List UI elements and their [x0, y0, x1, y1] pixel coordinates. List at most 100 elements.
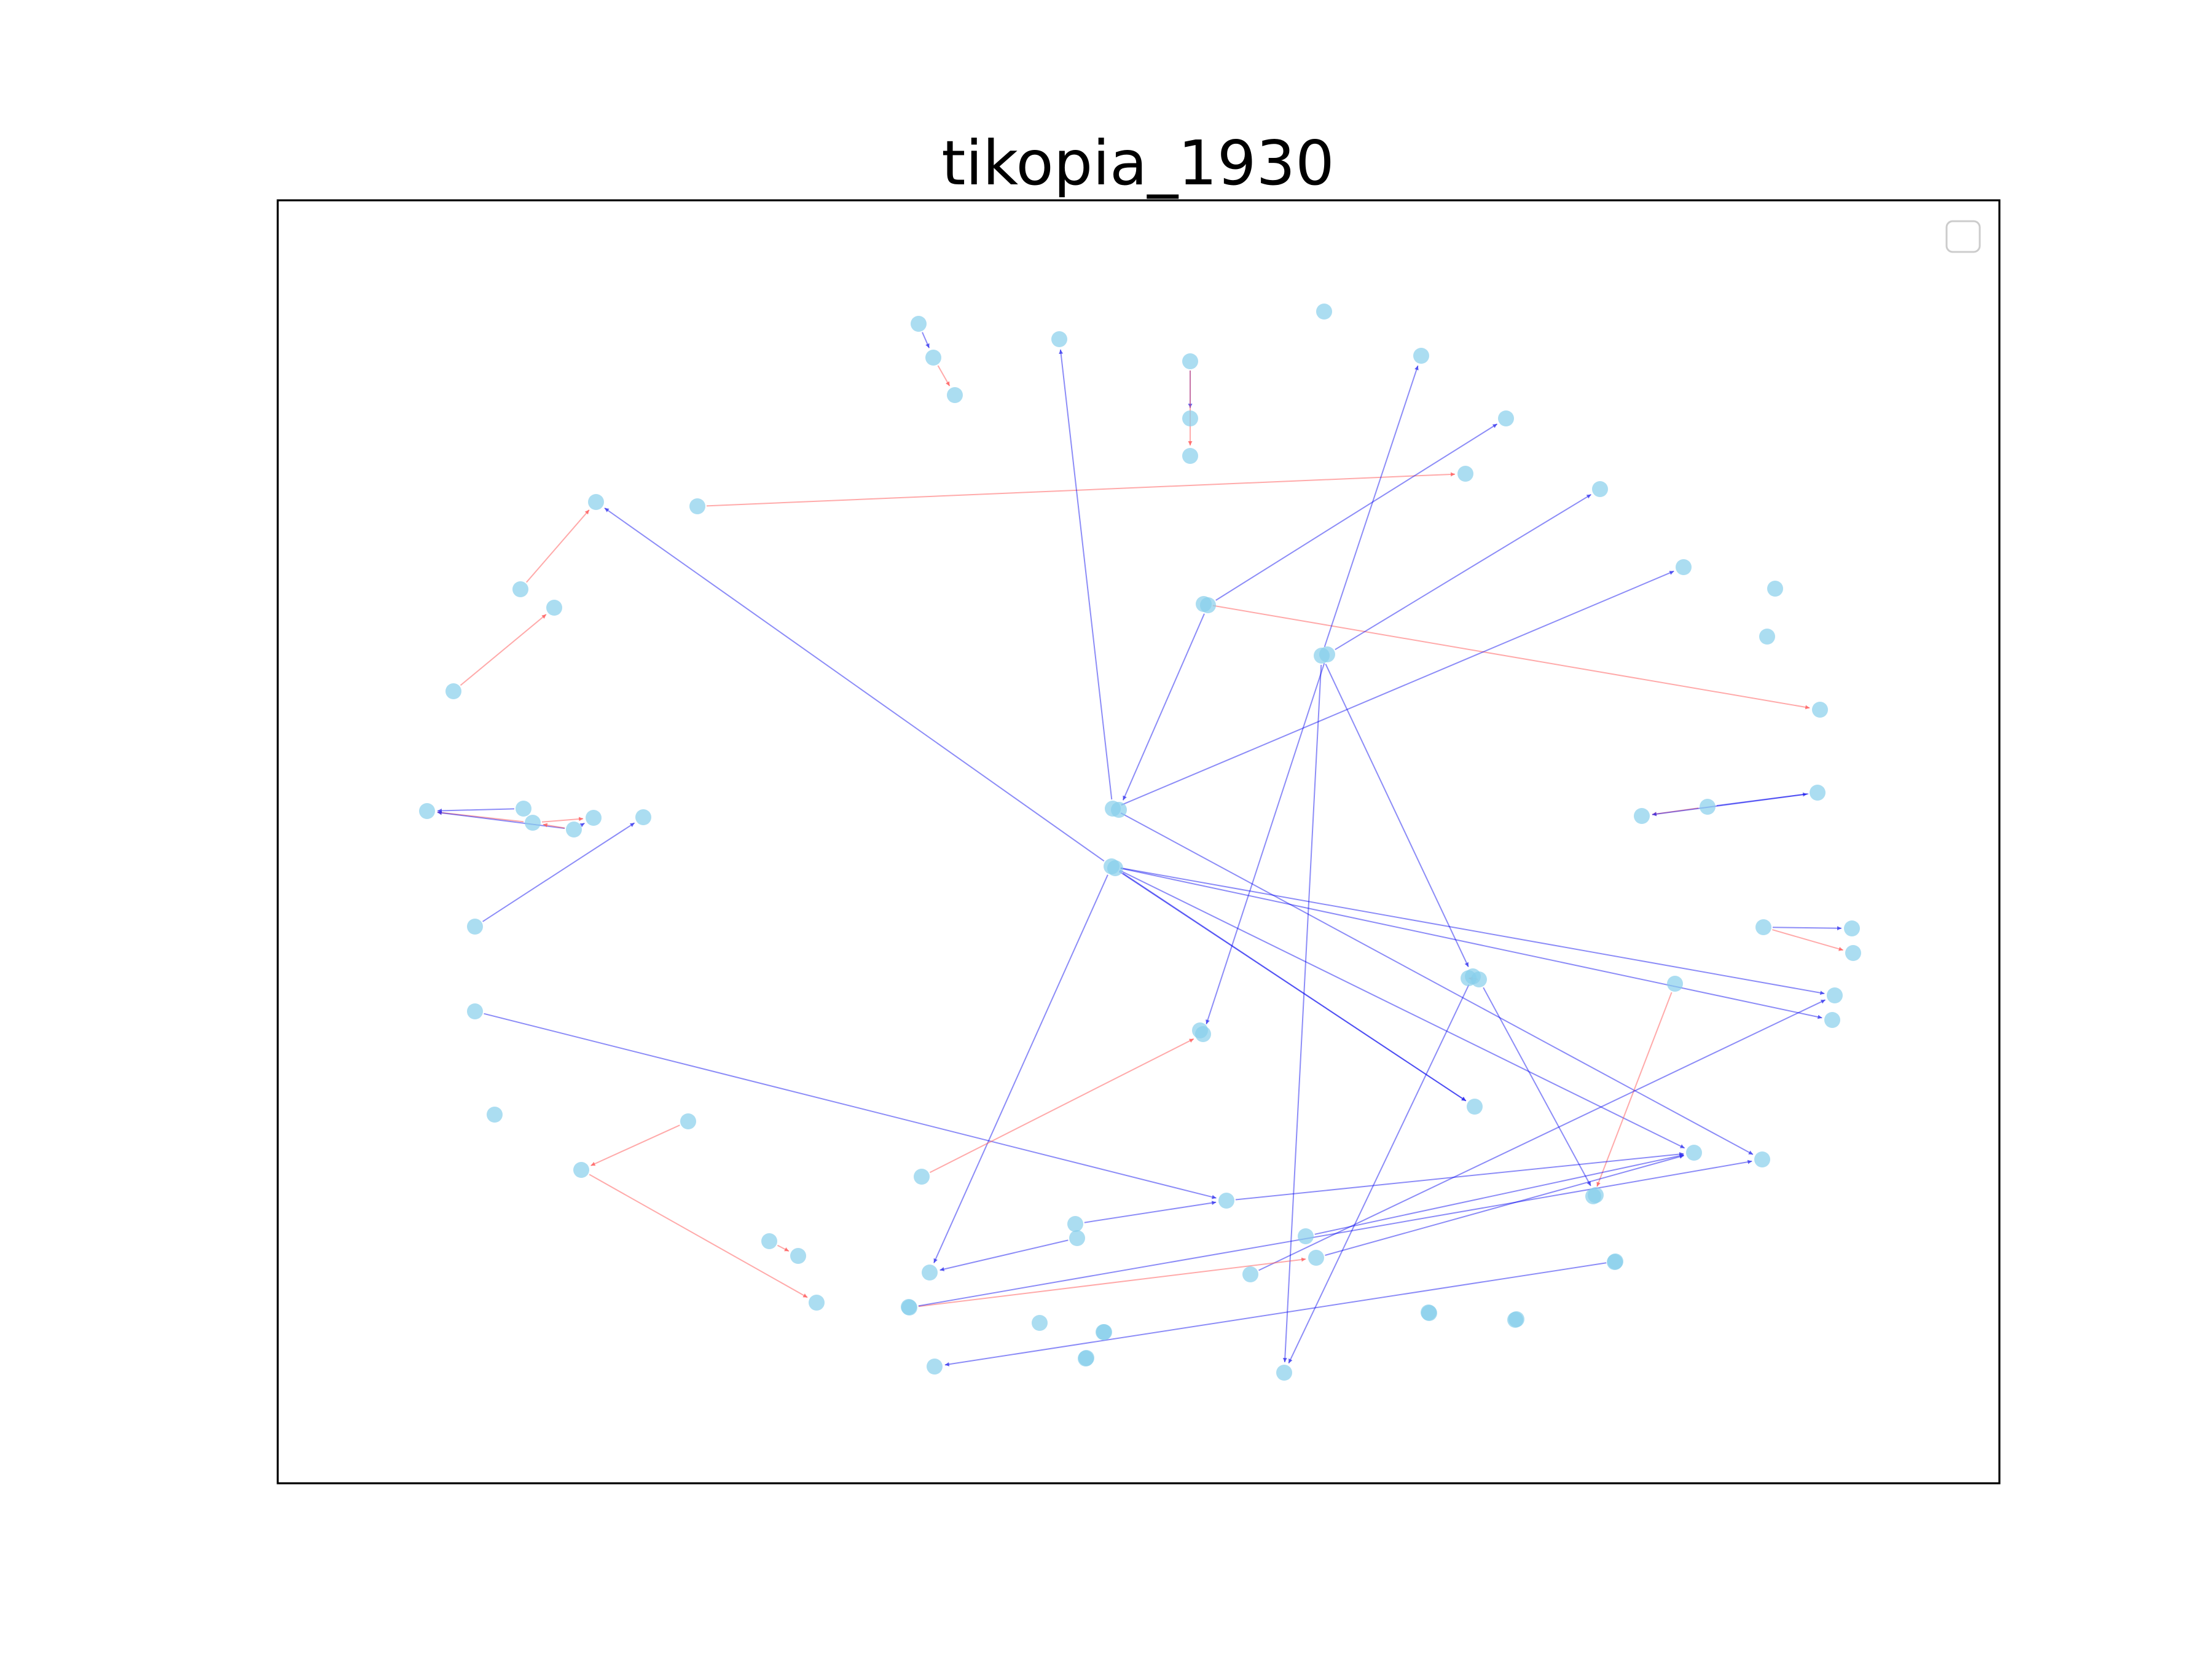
edge-n42-n44: [1716, 792, 1808, 807]
edges-layer: [437, 332, 1843, 1367]
edge-n17-n16: [460, 614, 547, 686]
edge-n37-n71: [1288, 984, 1470, 1364]
node-n69: [1308, 1250, 1324, 1266]
node-n15: [512, 581, 528, 597]
node-n25: [1676, 559, 1692, 575]
chart-title: tikopia_1930: [941, 127, 1335, 199]
legend-box: [1945, 220, 1981, 253]
node-n22: [586, 810, 602, 826]
edge-n35-n40: [1118, 871, 1467, 1102]
node-n85: [1507, 1312, 1523, 1328]
node-n30: [1200, 597, 1216, 613]
edge-n19-n18: [437, 808, 515, 813]
edge-n33-n04: [1059, 349, 1113, 800]
edge-n35-n49: [1120, 867, 1825, 995]
node-n83: [1607, 1254, 1623, 1270]
node-n03: [947, 387, 963, 403]
edge-n21-n18: [437, 810, 565, 830]
edge-n29-n28: [1212, 605, 1810, 710]
edge-n33-n25: [1121, 570, 1674, 806]
node-n60: [1067, 1216, 1083, 1232]
edge-n63-n64: [777, 1244, 790, 1252]
edge-n57-n52: [929, 1038, 1194, 1174]
edge-n61-n62: [939, 1239, 1069, 1271]
edge-n33-n67: [1120, 812, 1754, 1155]
node-n14: [689, 498, 705, 514]
node-n46: [1844, 920, 1860, 936]
edge-n35-n13: [604, 507, 1105, 862]
node-n81: [1096, 1324, 1112, 1340]
node-n61: [1069, 1230, 1085, 1246]
edge-n35-n50: [1120, 868, 1822, 1019]
node-n10: [1457, 466, 1473, 482]
node-n53: [467, 1003, 483, 1019]
node-n36: [1107, 860, 1123, 876]
node-n55: [487, 1107, 503, 1123]
edge-n21-n20: [543, 823, 565, 829]
edge-n59-n66: [1235, 1151, 1684, 1201]
edge-n48-n65: [1596, 992, 1673, 1187]
node-n28: [1812, 702, 1828, 718]
node-n42: [1700, 799, 1716, 815]
node-n02: [925, 350, 941, 366]
node-n40: [1467, 1099, 1483, 1115]
node-n73: [1032, 1315, 1048, 1331]
node-n19: [516, 801, 531, 817]
node-n23: [635, 809, 651, 825]
edge-n31-n37: [1325, 664, 1469, 968]
node-n50: [1824, 1012, 1840, 1028]
node-n01: [911, 316, 927, 332]
edge-n35-n62: [933, 874, 1108, 1263]
edge-n42-n43: [1652, 807, 1699, 817]
node-n43: [1634, 808, 1650, 824]
edge-n01-n02: [922, 332, 930, 348]
node-n59: [1218, 1193, 1234, 1209]
edge-n30-n34: [1122, 613, 1205, 801]
node-n68: [1298, 1228, 1314, 1244]
node-n45: [1755, 919, 1771, 935]
node-n82: [1078, 1351, 1094, 1367]
edge-n39-n41: [1483, 987, 1591, 1186]
edge-n72-n69: [918, 1257, 1306, 1308]
node-n17: [445, 683, 461, 699]
edge-n20-n22: [541, 817, 584, 823]
node-n71: [1276, 1365, 1292, 1381]
node-n27: [1759, 629, 1775, 645]
edge-n20-n18: [437, 810, 524, 823]
node-n56: [680, 1113, 696, 1129]
node-n08: [1316, 304, 1332, 320]
node-n80: [901, 1299, 917, 1315]
edge-n53-n59: [484, 1013, 1217, 1199]
node-n79: [927, 1359, 943, 1375]
edge-n32-n52: [1206, 662, 1325, 1025]
node-n67: [1754, 1151, 1770, 1167]
node-n62: [922, 1265, 938, 1281]
node-n52: [1195, 1026, 1211, 1042]
edge-n35-n66: [1120, 869, 1685, 1149]
node-n57: [914, 1169, 930, 1185]
node-n64: [790, 1248, 806, 1264]
node-n58: [809, 1295, 825, 1311]
edge-n72-n67: [918, 1159, 1752, 1307]
node-n47: [1845, 945, 1861, 961]
node-n48: [1667, 976, 1683, 992]
node-n05: [1182, 353, 1198, 369]
node-n65: [1585, 1188, 1601, 1204]
edge-n60-n59: [1084, 1201, 1217, 1223]
plot-frame: [276, 199, 2001, 1484]
node-n84: [1421, 1304, 1437, 1320]
node-n20: [525, 815, 541, 831]
edge-n78-n79: [944, 1262, 1607, 1367]
node-n09: [1413, 348, 1429, 364]
edge-n31-n09: [1324, 365, 1419, 648]
nodes-layer: [419, 304, 1861, 1381]
edge-n70-n49: [1258, 999, 1826, 1271]
edge-n54-n58: [589, 1174, 808, 1298]
edge-n24-n23: [482, 822, 635, 922]
edge-n44-n43: [1652, 793, 1809, 817]
edge-n56-n54: [590, 1124, 680, 1166]
node-n39: [1471, 971, 1487, 987]
node-n04: [1051, 331, 1067, 347]
node-n66: [1686, 1145, 1702, 1161]
node-n11: [1498, 410, 1514, 426]
